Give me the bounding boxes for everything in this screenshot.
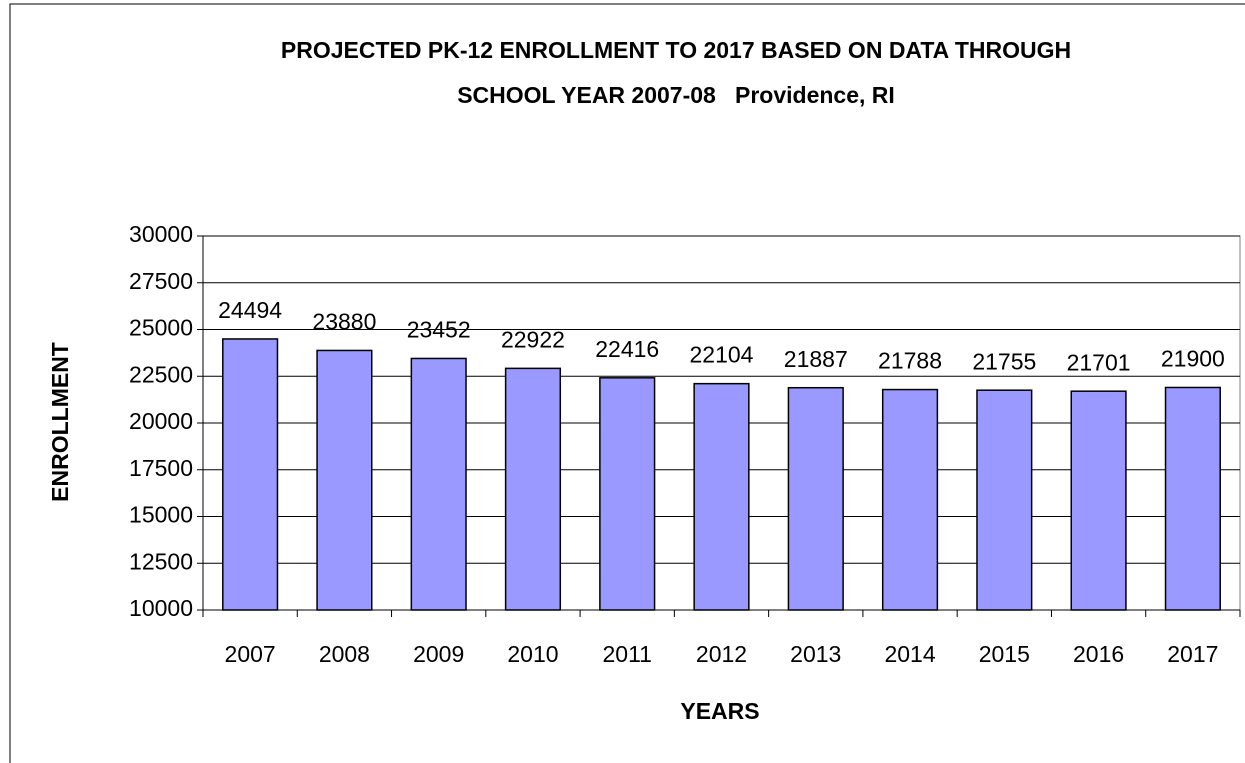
bar (1164, 386, 1221, 611)
bar (881, 388, 939, 611)
bar (693, 382, 750, 611)
y-tick-label: 22500 (129, 361, 193, 387)
bar (316, 349, 373, 611)
data-label: 22416 (595, 336, 659, 362)
chart-title: PROJECTED PK-12 ENROLLMENT TO 2017 BASED… (281, 37, 1071, 63)
x-tick-label: 2017 (1167, 641, 1218, 667)
x-tick-label: 2014 (884, 641, 935, 667)
data-label: 21887 (784, 346, 848, 372)
y-axis-label: ENROLLMENT (47, 342, 73, 502)
data-label: 21755 (972, 348, 1036, 374)
y-tick-label: 17500 (129, 455, 193, 481)
x-tick-label: 2010 (507, 641, 558, 667)
bar (599, 377, 656, 611)
data-label: 21701 (1067, 349, 1131, 375)
x-tick-label: 2016 (1073, 641, 1124, 667)
data-label: 24494 (218, 297, 282, 323)
bar (222, 338, 279, 611)
data-label: 23880 (312, 309, 376, 335)
y-tick-label: 15000 (129, 502, 193, 528)
y-tick-label: 10000 (129, 595, 193, 621)
bar (410, 357, 467, 611)
bar (1070, 390, 1127, 611)
chart-title: SCHOOL YEAR 2007-08 Providence, RI (457, 82, 895, 108)
x-tick-label: 2012 (696, 641, 747, 667)
bar (504, 367, 562, 611)
y-tick-label: 20000 (129, 408, 193, 434)
data-label: 22922 (501, 326, 565, 352)
bar (787, 386, 844, 611)
x-tick-label: 2011 (602, 641, 651, 667)
x-tick-label: 2007 (225, 641, 276, 667)
x-tick-label: 2015 (979, 641, 1030, 667)
y-tick-label: 27500 (129, 268, 193, 294)
x-tick-label: 2009 (413, 641, 464, 667)
bar (976, 389, 1033, 611)
chart-frame (9, 3, 1245, 763)
data-label: 23452 (407, 317, 471, 343)
data-label: 22104 (690, 342, 754, 368)
x-tick-label: 2013 (790, 641, 841, 667)
y-tick-label: 12500 (129, 548, 193, 574)
y-tick-label: 25000 (129, 315, 193, 341)
x-tick-label: 2008 (319, 641, 370, 667)
y-tick-label: 30000 (129, 221, 193, 247)
data-label: 21788 (878, 348, 942, 374)
data-label: 21900 (1161, 346, 1225, 372)
x-axis-label: YEARS (680, 698, 759, 724)
